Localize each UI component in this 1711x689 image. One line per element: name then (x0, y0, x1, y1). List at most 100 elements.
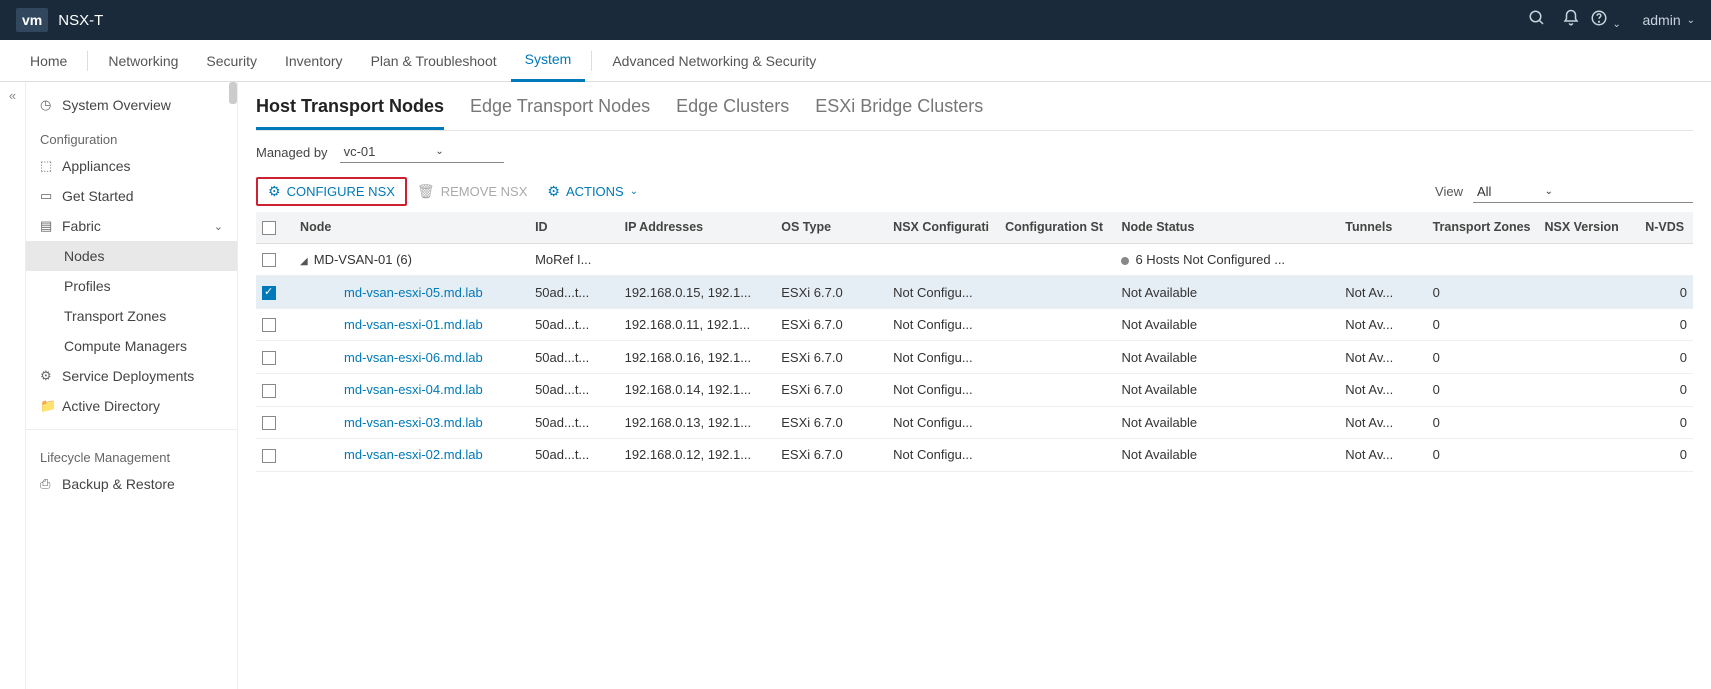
table-header-row: NodeIDIP AddressesOS TypeNSX Configurati… (256, 212, 1693, 243)
node-link[interactable]: md-vsan-esxi-06.md.lab (344, 350, 483, 365)
tab-edge-transport-nodes[interactable]: Edge Transport Nodes (470, 96, 650, 130)
chevron-down-icon: ⌄ (435, 146, 443, 157)
folder-icon: 📁 (40, 398, 54, 414)
button-label: ACTIONS (566, 184, 624, 199)
configure-nsx-button[interactable]: ⚙ CONFIGURE NSX (256, 177, 407, 206)
col-header[interactable]: Tunnels (1339, 212, 1426, 243)
node-link[interactable]: md-vsan-esxi-01.md.lab (344, 317, 483, 332)
col-header[interactable]: Configuration St (999, 212, 1115, 243)
col-header[interactable]: Transport Zones (1427, 212, 1539, 243)
view-label: View (1435, 184, 1463, 199)
user-label: admin (1642, 12, 1680, 28)
nav-item-security[interactable]: Security (192, 40, 271, 82)
sidebar-label: Fabric (62, 218, 101, 234)
sidebar-section-lifecycle: Lifecycle Management (26, 438, 237, 469)
configure-icon: ⚙ (268, 183, 281, 200)
sidebar-item-compute-managers[interactable]: Compute Managers (26, 331, 237, 361)
gear-icon: ⚙ (547, 183, 560, 200)
nav-item-plan-troubleshoot[interactable]: Plan & Troubleshoot (357, 40, 511, 82)
table-row[interactable]: md-vsan-esxi-04.md.lab50ad...t...192.168… (256, 373, 1693, 406)
sidebar-label: Service Deployments (62, 368, 194, 384)
col-header[interactable]: N-VDS (1639, 212, 1693, 243)
row-checkbox[interactable] (262, 449, 276, 463)
top-header: vm NSX-T ⌄ admin ⌄ (0, 0, 1711, 40)
row-checkbox[interactable] (262, 351, 276, 365)
nav-item-system[interactable]: System (511, 40, 586, 82)
node-link[interactable]: md-vsan-esxi-02.md.lab (344, 447, 483, 462)
tab-esxi-bridge-clusters[interactable]: ESXi Bridge Clusters (815, 96, 983, 130)
select-all-checkbox[interactable] (262, 221, 276, 235)
managed-by-label: Managed by (256, 145, 328, 160)
row-checkbox[interactable] (262, 318, 276, 332)
table-group-row[interactable]: ◢MD-VSAN-01 (6)MoRef I...6 Hosts Not Con… (256, 243, 1693, 276)
table-row[interactable]: md-vsan-esxi-06.md.lab50ad...t...192.168… (256, 341, 1693, 374)
search-icon[interactable] (1520, 9, 1554, 32)
nav-item-networking[interactable]: Networking (94, 40, 192, 82)
bell-icon[interactable] (1554, 9, 1588, 32)
col-header[interactable]: NSX Configurati (887, 212, 999, 243)
col-header[interactable]: Node Status (1115, 212, 1339, 243)
col-header[interactable] (256, 212, 294, 243)
sidebar-label: System Overview (62, 97, 171, 113)
backup-icon: ⎙ (40, 476, 54, 492)
gauge-icon: ◷ (40, 97, 54, 113)
sidebar-item-profiles[interactable]: Profiles (26, 271, 237, 301)
sidebar-label: Get Started (62, 188, 134, 204)
sidebar-item-backup-restore[interactable]: ⎙ Backup & Restore (26, 469, 237, 499)
managed-by-select[interactable]: vc-01 ⌄ (340, 141, 504, 163)
row-checkbox[interactable] (262, 253, 276, 267)
monitor-icon: ▭ (40, 188, 54, 204)
chevron-down-icon: ⌄ (1545, 186, 1553, 197)
table-row[interactable]: md-vsan-esxi-01.md.lab50ad...t...192.168… (256, 308, 1693, 341)
col-header[interactable]: Node (294, 212, 529, 243)
nav-item-inventory[interactable]: Inventory (271, 40, 357, 82)
tab-host-transport-nodes[interactable]: Host Transport Nodes (256, 96, 444, 130)
help-icon[interactable]: ⌄ (1588, 9, 1622, 32)
remove-nsx-button[interactable]: 🗑 REMOVE NSX (407, 179, 537, 204)
sidebar-item-active-directory[interactable]: 📁 Active Directory (26, 391, 237, 421)
node-link[interactable]: md-vsan-esxi-05.md.lab (344, 285, 483, 300)
status-dot-icon (1121, 257, 1129, 265)
user-menu[interactable]: admin ⌄ (1642, 12, 1695, 28)
table-row[interactable]: md-vsan-esxi-05.md.lab50ad...t...192.168… (256, 276, 1693, 309)
sidebar-label: Active Directory (62, 398, 160, 414)
tab-edge-clusters[interactable]: Edge Clusters (676, 96, 789, 130)
main-content: Host Transport Nodes Edge Transport Nodes… (238, 82, 1711, 689)
nav-item-home[interactable]: Home (16, 40, 81, 82)
row-checkbox[interactable] (262, 286, 276, 300)
chevron-down-icon: ⌄ (214, 220, 223, 233)
nav-item-advanced-networking-security[interactable]: Advanced Networking & Security (598, 40, 830, 82)
gear-icon: ⚙ (40, 368, 54, 384)
button-label: REMOVE NSX (441, 184, 528, 199)
table-row[interactable]: md-vsan-esxi-03.md.lab50ad...t...192.168… (256, 406, 1693, 439)
nav-bar: Home NetworkingSecurityInventoryPlan & Tr… (0, 40, 1711, 82)
sidebar-item-fabric[interactable]: ▤ Fabric ⌄ (26, 211, 237, 241)
sidebar-item-nodes[interactable]: Nodes (26, 241, 237, 271)
sidebar-item-get-started[interactable]: ▭ Get Started (26, 181, 237, 211)
view-select[interactable]: All ⌄ (1473, 181, 1693, 203)
sidebar-scrollbar[interactable] (229, 82, 237, 689)
col-header[interactable]: IP Addresses (619, 212, 776, 243)
node-link[interactable]: md-vsan-esxi-04.md.lab (344, 382, 483, 397)
col-header[interactable]: ID (529, 212, 619, 243)
host-nodes-table: NodeIDIP AddressesOS TypeNSX Configurati… (256, 212, 1693, 472)
trash-icon: 🗑 (417, 183, 435, 200)
node-link[interactable]: md-vsan-esxi-03.md.lab (344, 415, 483, 430)
sidebar: ◷ System Overview Configuration ⬚ Applia… (26, 82, 238, 689)
sidebar-item-appliances[interactable]: ⬚ Appliances (26, 151, 237, 181)
row-checkbox[interactable] (262, 384, 276, 398)
actions-button[interactable]: ⚙ ACTIONS ⌄ (537, 179, 648, 204)
sidebar-section-config: Configuration (26, 120, 237, 151)
toolbar: ⚙ CONFIGURE NSX 🗑 REMOVE NSX ⚙ ACTIONS ⌄… (256, 171, 1693, 212)
collapse-sidebar-icon[interactable]: « (0, 82, 26, 689)
expand-icon[interactable]: ◢ (300, 256, 308, 267)
sidebar-item-service-deployments[interactable]: ⚙ Service Deployments (26, 361, 237, 391)
managed-by-value: vc-01 (344, 144, 376, 159)
chevron-down-icon: ⌄ (1687, 15, 1695, 26)
sidebar-item-overview[interactable]: ◷ System Overview (26, 90, 237, 120)
row-checkbox[interactable] (262, 416, 276, 430)
col-header[interactable]: OS Type (775, 212, 887, 243)
col-header[interactable]: NSX Version (1538, 212, 1639, 243)
sidebar-item-transport-zones[interactable]: Transport Zones (26, 301, 237, 331)
table-row[interactable]: md-vsan-esxi-02.md.lab50ad...t...192.168… (256, 439, 1693, 472)
